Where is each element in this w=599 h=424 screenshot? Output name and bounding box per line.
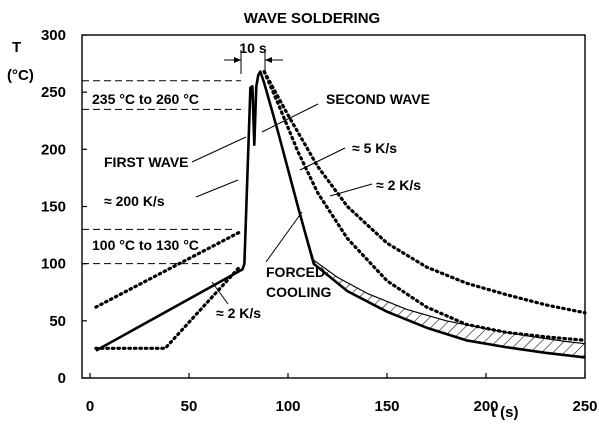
y-tick-label: 100 (41, 256, 66, 273)
preheat-range-label: 100 °C to 130 °C (92, 237, 199, 253)
x-tick-label: 250 (572, 398, 597, 415)
reference-lines (82, 80, 241, 265)
x-axis-label: t (s) (491, 404, 519, 421)
rate-2-upper-label: ≈ 2 K/s (376, 177, 421, 193)
leader-lines (191, 103, 373, 305)
peak-range-label: 235 °C to 260 °C (92, 91, 199, 107)
forced-cooling-label-2: COOLING (266, 284, 331, 300)
rate-5-label: ≈ 5 K/s (352, 140, 397, 156)
first-wave-label: FIRST WAVE (104, 154, 189, 170)
leader-second-wave (261, 103, 319, 133)
leader-rate-200 (195, 179, 239, 198)
series-line-1 (95, 70, 586, 359)
series-layer (94, 69, 587, 359)
tick-labels: 0 50 100 150 200 250 300 0 50 100 150 200 250 (41, 27, 598, 415)
series-line-3 (94, 230, 243, 309)
chart-title: WAVE SOLDERING (244, 10, 380, 27)
x-tick-label: 100 (275, 398, 300, 415)
second-wave-label: SECOND WAVE (326, 91, 430, 107)
x-tick-label: 200 (473, 398, 498, 415)
y-axis-unit: (°C) (7, 67, 34, 84)
leader-forced-cooling (265, 211, 303, 263)
y-tick-label: 50 (49, 313, 66, 330)
leader-rate-2-lower (211, 281, 229, 305)
duration-marker: 10 s (224, 40, 283, 74)
rate-200-label: ≈ 200 K/s (104, 193, 165, 209)
series-line-6 (262, 69, 587, 315)
series-line-5 (262, 69, 587, 342)
hatch-region (297, 206, 585, 358)
x-tick-label: 50 (181, 398, 198, 415)
series-line-2 (297, 206, 586, 345)
x-tick-label: 0 (86, 398, 94, 415)
x-tick-label: 150 (374, 398, 399, 415)
y-tick-label: 300 (41, 27, 66, 44)
series-line-4 (94, 264, 243, 350)
y-tick-label: 150 (41, 199, 66, 216)
y-axis-label: T (12, 39, 21, 56)
forced-cooling-label-1: FORCED (266, 264, 325, 280)
rate-2-lower-label: ≈ 2 K/s (216, 305, 261, 321)
duration-label: 10 s (239, 40, 266, 56)
y-tick-label: 200 (41, 141, 66, 158)
cooling-hatch-area (297, 206, 585, 358)
leader-first-wave (191, 136, 247, 163)
y-tick-label: 0 (58, 370, 66, 387)
axes (81, 34, 586, 379)
leader-rate-5 (299, 147, 346, 171)
y-tick-label: 250 (41, 84, 66, 101)
leader-rate-2-upper (329, 183, 373, 197)
